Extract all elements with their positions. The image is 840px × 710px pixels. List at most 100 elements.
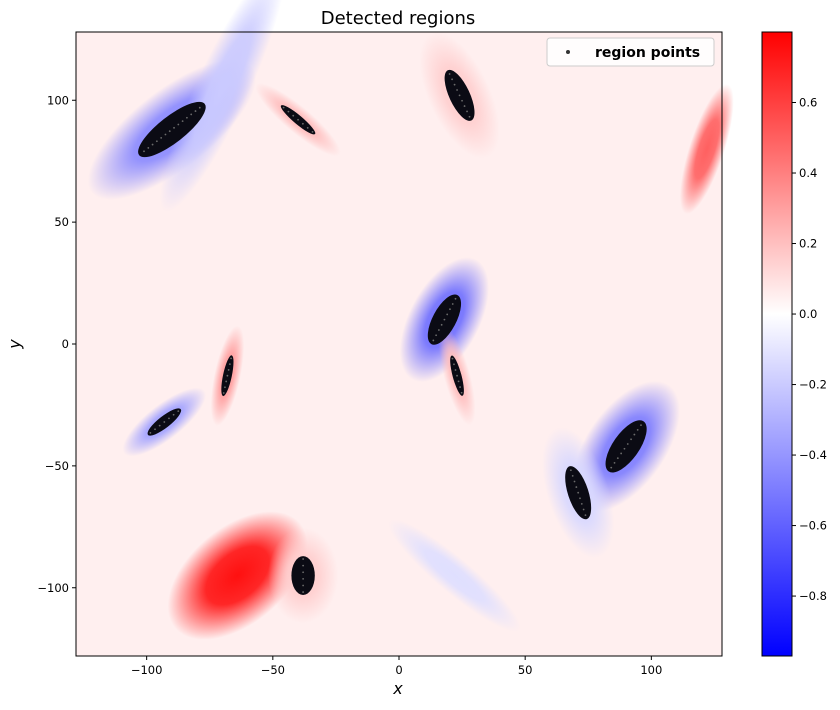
region-point bbox=[302, 591, 305, 593]
region-point bbox=[287, 110, 290, 113]
colorbar-tick-label: −0.8 bbox=[799, 589, 827, 603]
region-point bbox=[461, 99, 463, 102]
region-point bbox=[435, 334, 438, 337]
region-point bbox=[466, 110, 468, 113]
x-tick-label: 100 bbox=[640, 663, 662, 677]
region-point bbox=[573, 480, 576, 483]
region-point bbox=[582, 508, 585, 511]
region-point bbox=[226, 374, 229, 377]
region-streak-a bbox=[160, 0, 285, 213]
region-point bbox=[616, 457, 619, 460]
x-axis-label: x bbox=[392, 679, 403, 698]
region-point bbox=[163, 421, 166, 423]
y-axis: −100 −50 0 50 100 bbox=[37, 93, 76, 595]
region-point bbox=[432, 339, 435, 342]
region-points bbox=[138, 69, 647, 595]
region-point bbox=[186, 116, 188, 119]
x-tick-label: 50 bbox=[518, 663, 533, 677]
region-point bbox=[190, 113, 193, 116]
region-point bbox=[143, 150, 145, 153]
region-point bbox=[311, 130, 314, 133]
region-point bbox=[457, 380, 460, 383]
colorbar-ticks: 0.6 0.4 0.2 0.0 −0.2 −0.4 −0.6 −0.8 bbox=[792, 96, 827, 603]
region-point bbox=[224, 386, 226, 389]
region-point bbox=[297, 118, 299, 121]
region-point bbox=[147, 147, 150, 149]
region-point bbox=[633, 433, 636, 436]
region-point bbox=[181, 120, 184, 123]
region-point bbox=[225, 380, 228, 383]
region-point bbox=[454, 369, 457, 371]
region-point bbox=[302, 558, 305, 560]
region-point bbox=[155, 140, 158, 143]
region-point bbox=[453, 83, 456, 86]
region-point bbox=[454, 297, 457, 300]
chart-title: Detected regions bbox=[321, 8, 476, 29]
region-point bbox=[571, 474, 574, 477]
region-point bbox=[228, 363, 231, 366]
region-point bbox=[301, 122, 304, 125]
region-points-blob-a bbox=[138, 101, 206, 158]
region-point bbox=[459, 386, 461, 388]
region-point bbox=[302, 577, 305, 580]
y-tick-label: −50 bbox=[45, 459, 69, 473]
region-point bbox=[282, 106, 285, 109]
region-point bbox=[640, 424, 642, 427]
region-point bbox=[460, 391, 463, 394]
region-point bbox=[451, 78, 453, 81]
region-point bbox=[451, 357, 454, 360]
colorbar-tick-label: 0.2 bbox=[799, 237, 817, 251]
colorbar-tick-label: −0.6 bbox=[799, 519, 827, 533]
region-point bbox=[160, 136, 163, 139]
y-tick-label: −100 bbox=[37, 581, 69, 595]
x-tick-label: 0 bbox=[395, 663, 402, 677]
region-point bbox=[449, 308, 451, 311]
region-point bbox=[446, 313, 449, 316]
region-point bbox=[177, 123, 180, 126]
region-streak-c bbox=[388, 519, 521, 632]
region-point bbox=[443, 318, 446, 321]
region-point bbox=[302, 584, 305, 587]
region-point bbox=[623, 447, 626, 450]
x-axis: −100 −50 0 50 100 bbox=[131, 656, 662, 677]
colorbar-tick-label: 0.6 bbox=[799, 96, 817, 110]
region-point bbox=[177, 410, 180, 413]
region-streak-b bbox=[679, 83, 734, 215]
legend-label: region points bbox=[595, 45, 700, 61]
region-blob-j bbox=[167, 511, 308, 640]
region-point bbox=[149, 431, 152, 434]
region-point bbox=[302, 571, 305, 574]
region-point bbox=[154, 428, 156, 431]
region-point bbox=[575, 486, 578, 488]
colorbar-tick-label: 0.4 bbox=[799, 166, 817, 180]
legend-marker bbox=[566, 50, 570, 54]
region-point bbox=[227, 369, 230, 371]
colorbar-tick-label: −0.4 bbox=[799, 448, 827, 462]
region-point bbox=[630, 438, 632, 441]
region-point bbox=[173, 126, 175, 129]
region-points-blob-k bbox=[291, 556, 315, 595]
y-axis-label: y bbox=[5, 339, 24, 350]
region-point bbox=[230, 357, 232, 360]
region-point bbox=[620, 452, 623, 455]
y-tick-label: 0 bbox=[62, 337, 69, 351]
region-point bbox=[456, 89, 458, 91]
region-point bbox=[636, 428, 639, 431]
region-point bbox=[437, 329, 440, 331]
colorbar-tick-label: −0.2 bbox=[799, 378, 827, 392]
colorbar-gradient bbox=[761, 31, 793, 657]
region-point bbox=[584, 514, 587, 517]
region-point bbox=[579, 497, 581, 500]
region-point bbox=[158, 424, 161, 427]
y-tick-label: 50 bbox=[54, 215, 69, 229]
region-point bbox=[613, 462, 616, 464]
colorbar-tick-label: 0.0 bbox=[799, 307, 817, 321]
y-tick-label: 100 bbox=[47, 93, 69, 107]
region-point bbox=[172, 413, 175, 416]
x-tick-label: −50 bbox=[261, 663, 285, 677]
region-points-blob-h bbox=[605, 420, 647, 473]
region-point bbox=[463, 105, 466, 107]
region-point bbox=[198, 106, 201, 109]
region-point bbox=[458, 94, 461, 97]
